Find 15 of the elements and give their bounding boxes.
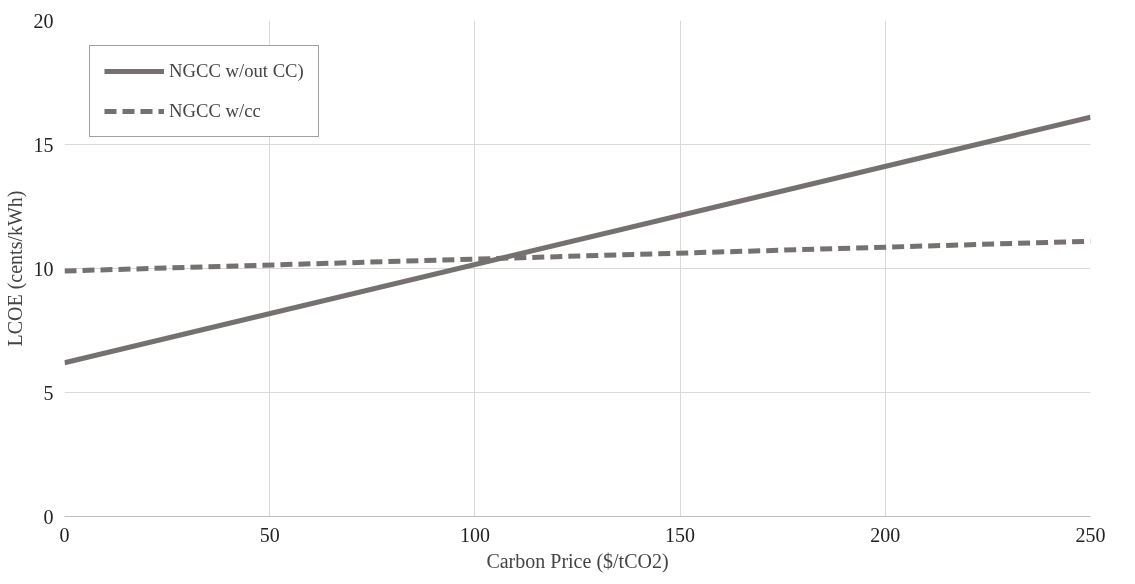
y-tick-label: 10 (33, 257, 54, 280)
y-axis-title: LCOE (cents/kWh) (3, 190, 27, 347)
x-tick-label: 200 (870, 523, 901, 546)
y-tick-label: 15 (33, 133, 54, 156)
x-tick-label: 50 (259, 523, 280, 546)
y-tick-label: 0 (43, 505, 54, 528)
x-tick-label: 100 (459, 523, 490, 546)
x-tick-label: 0 (59, 523, 70, 546)
x-tick-label: 250 (1075, 523, 1106, 546)
x-axis-title: Carbon Price ($/tCO2) (486, 549, 669, 573)
y-tick-label: 5 (43, 381, 54, 404)
y-tick-label: 20 (33, 9, 54, 32)
legend-label: NGCC w/out CC) (169, 60, 304, 82)
legend-label: NGCC w/cc (169, 100, 261, 122)
x-tick-label: 150 (665, 523, 696, 546)
